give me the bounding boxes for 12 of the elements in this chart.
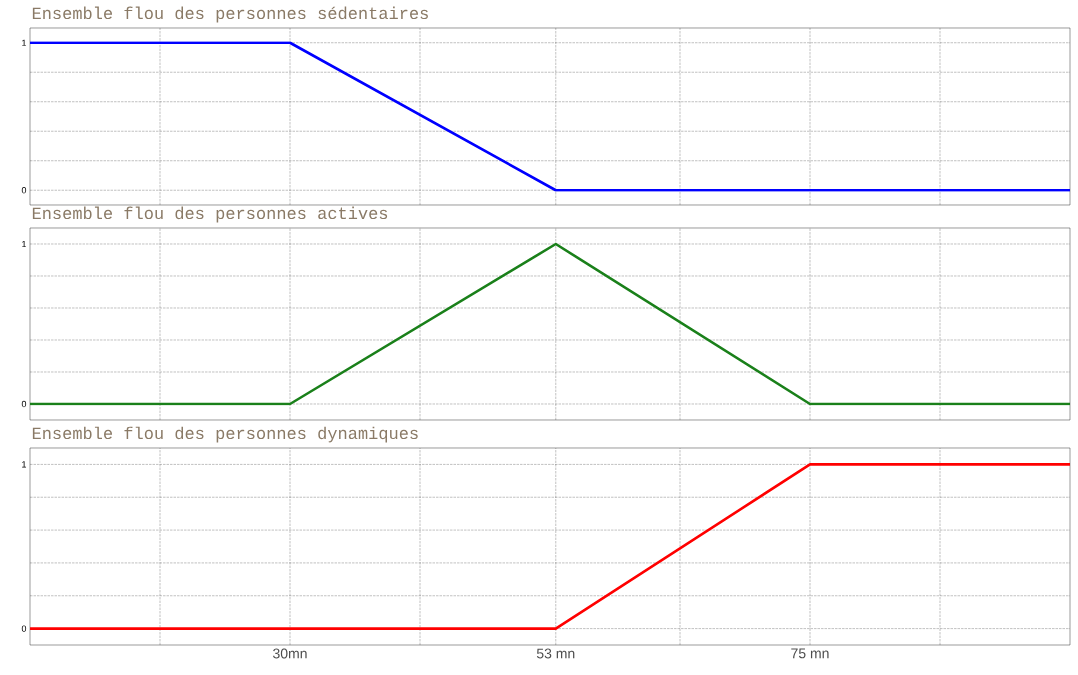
x-tick-label: 30mn <box>273 648 307 659</box>
y-tick-label: 0 <box>21 400 27 408</box>
y-tick-label: 0 <box>21 625 27 632</box>
x-tick-label: 75 mn <box>791 648 829 659</box>
chart-title: Ensemble flou des personnes dynamiques <box>32 426 418 443</box>
y-tick-label: 1 <box>22 461 27 468</box>
chart-title: Ensemble flou des personnes actives <box>32 206 388 223</box>
y-tick-label: 1 <box>22 39 27 46</box>
chart-title: Ensemble flou des personnes sédentaires <box>32 6 428 23</box>
x-tick-label: 53 mn <box>536 648 575 659</box>
y-tick-label: 0 <box>21 187 27 194</box>
y-tick-label: 1 <box>22 240 27 248</box>
